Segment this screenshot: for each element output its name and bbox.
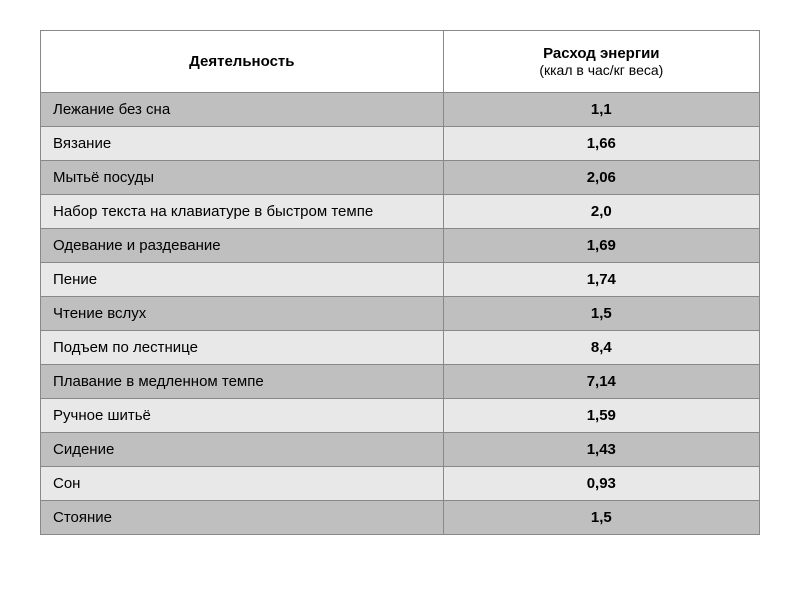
table-row: Подъем по лестнице8,4: [41, 331, 760, 365]
energy-table: Деятельность Расход энергии (ккал в час/…: [40, 30, 760, 535]
table-row: Сидение1,43: [41, 433, 760, 467]
value-cell: 2,0: [443, 195, 759, 229]
table-row: Набор текста на клавиатуре в быстром тем…: [41, 195, 760, 229]
value-cell: 8,4: [443, 331, 759, 365]
activity-cell: Плавание в медленном темпе: [41, 365, 444, 399]
activity-cell: Вязание: [41, 127, 444, 161]
value-cell: 0,93: [443, 467, 759, 501]
value-cell: 2,06: [443, 161, 759, 195]
value-cell: 1,66: [443, 127, 759, 161]
activity-cell: Одевание и раздевание: [41, 229, 444, 263]
value-cell: 1,5: [443, 501, 759, 535]
header-activity: Деятельность: [41, 31, 444, 93]
activity-cell: Лежание без сна: [41, 93, 444, 127]
value-cell: 1,1: [443, 93, 759, 127]
activity-cell: Мытьё посуды: [41, 161, 444, 195]
value-cell: 1,59: [443, 399, 759, 433]
table-body: Лежание без сна1,1Вязание1,66Мытьё посуд…: [41, 93, 760, 535]
header-energy: Расход энергии (ккал в час/кг веса): [443, 31, 759, 93]
value-cell: 1,69: [443, 229, 759, 263]
table-row: Ручное шитьё1,59: [41, 399, 760, 433]
activity-cell: Стояние: [41, 501, 444, 535]
table-row: Чтение вслух1,5: [41, 297, 760, 331]
table-row: Пение1,74: [41, 263, 760, 297]
header-energy-main: Расход энергии: [543, 45, 659, 62]
value-cell: 1,5: [443, 297, 759, 331]
value-cell: 7,14: [443, 365, 759, 399]
value-cell: 1,43: [443, 433, 759, 467]
table-row: Стояние1,5: [41, 501, 760, 535]
activity-cell: Пение: [41, 263, 444, 297]
table-row: Сон0,93: [41, 467, 760, 501]
activity-cell: Ручное шитьё: [41, 399, 444, 433]
activity-cell: Подъем по лестнице: [41, 331, 444, 365]
table-row: Лежание без сна1,1: [41, 93, 760, 127]
activity-cell: Сон: [41, 467, 444, 501]
table-row: Плавание в медленном темпе7,14: [41, 365, 760, 399]
activity-cell: Набор текста на клавиатуре в быстром тем…: [41, 195, 444, 229]
table-row: Мытьё посуды2,06: [41, 161, 760, 195]
activity-cell: Чтение вслух: [41, 297, 444, 331]
header-activity-label: Деятельность: [189, 53, 294, 70]
value-cell: 1,74: [443, 263, 759, 297]
table-row: Вязание1,66: [41, 127, 760, 161]
header-row: Деятельность Расход энергии (ккал в час/…: [41, 31, 760, 93]
table-row: Одевание и раздевание1,69: [41, 229, 760, 263]
header-energy-sub: (ккал в час/кг веса): [456, 62, 747, 78]
activity-cell: Сидение: [41, 433, 444, 467]
